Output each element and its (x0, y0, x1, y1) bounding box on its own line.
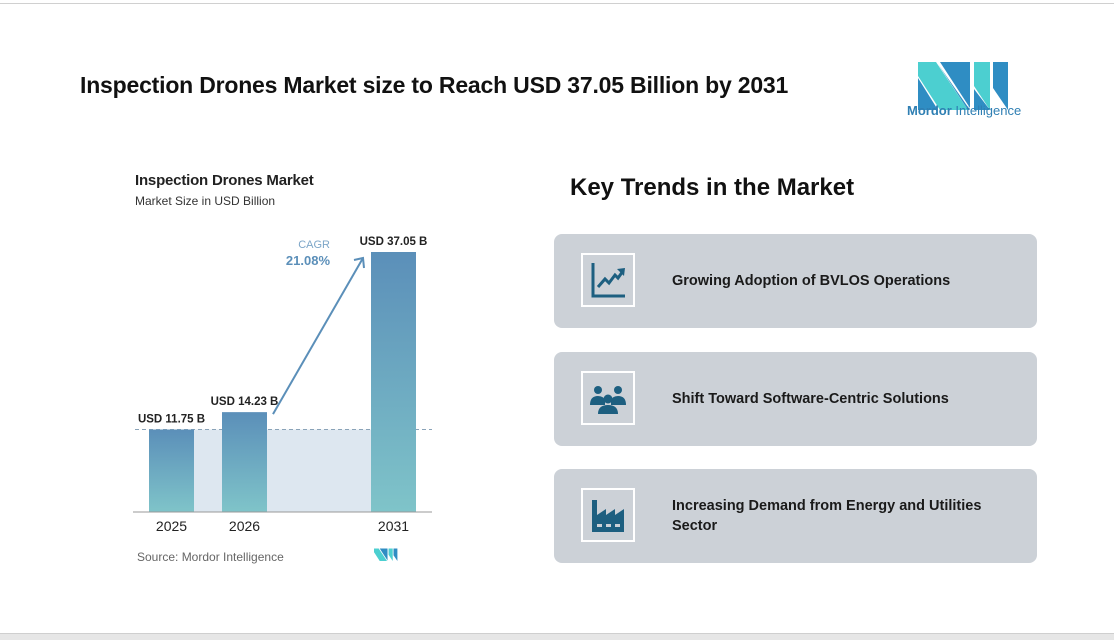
trend-card-bvlos: Growing Adoption of BVLOS Operations (554, 234, 1037, 328)
people-group-icon (581, 371, 635, 425)
chart-subtitle: Market Size in USD Billion (135, 194, 276, 208)
data-label-2031: USD 37.05 B (360, 236, 428, 248)
bottom-bar (0, 633, 1114, 640)
bar-2031 (371, 252, 416, 512)
page-title: Inspection Drones Market size to Reach U… (80, 72, 789, 98)
mordor-logo-icon (918, 62, 1008, 110)
trend-label: Increasing Demand from Energy and Utilit… (672, 498, 982, 534)
cagr-value: 21.08% (286, 253, 331, 268)
chart-source: Source: Mordor Intelligence (137, 550, 284, 564)
trend-label: Growing Adoption of BVLOS Operations (672, 273, 951, 289)
trend-card-software: Shift Toward Software-Centric Solutions (554, 352, 1037, 446)
data-label-2026: USD 14.23 B (211, 396, 279, 408)
top-border (0, 3, 1114, 4)
cagr-label: CAGR (298, 239, 330, 251)
factory-icon (581, 488, 635, 542)
trends-title: Key Trends in the Market (570, 174, 855, 201)
data-label-2025: USD 11.75 B (138, 414, 205, 426)
logo-text: Mordor Intelligence (907, 103, 1022, 118)
bar-chart: USD 11.75 B 2025 USD 14.23 B 2026 USD 37.05 … (133, 236, 432, 534)
cagr-arrow (272, 257, 364, 415)
x-tick-2031: 2031 (378, 518, 409, 534)
bar-2025 (149, 429, 194, 512)
mordor-small-logo-icon (374, 548, 398, 561)
cagr-arrowhead (353, 256, 365, 269)
trend-card-energy: Increasing Demand from Energy and Utilit… (554, 469, 1037, 563)
line-chart-up-icon (581, 253, 635, 307)
chart-title: Inspection Drones Market (135, 172, 314, 189)
x-tick-2026: 2026 (229, 518, 260, 534)
trend-label: Shift Toward Software-Centric Solutions (672, 391, 949, 407)
bar-2026 (222, 412, 267, 512)
x-tick-2025: 2025 (156, 518, 187, 534)
